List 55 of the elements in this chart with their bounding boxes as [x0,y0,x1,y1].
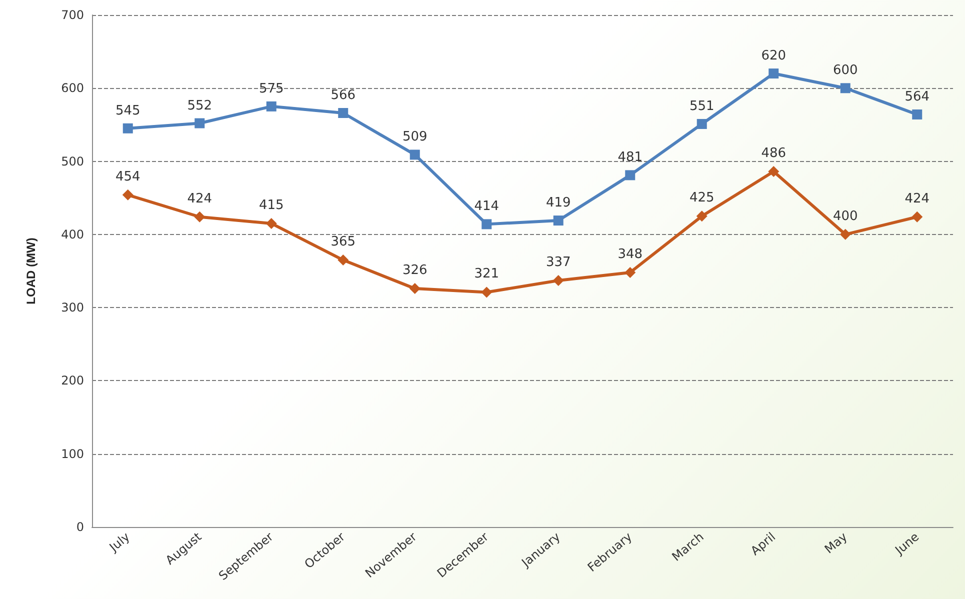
point [482,219,492,230]
y-tick-label: 700 [61,8,84,22]
data-label: 509 [402,130,428,145]
data-label: 566 [330,88,356,104]
point [840,228,851,240]
point [768,166,780,178]
data-label: 620 [761,48,786,64]
data-label: 564 [904,89,930,104]
data-label: 419 [546,196,571,211]
point [266,101,276,112]
y-tick-label: 100 [61,446,84,461]
data-label: 486 [761,146,786,162]
data-label: 365 [330,234,356,250]
y-tick-label: 500 [61,154,84,168]
point [194,211,206,222]
point [122,189,134,200]
point [410,150,420,160]
data-label: 326 [402,263,428,278]
point [338,254,349,266]
data-label: 424 [187,191,212,206]
point [266,218,277,229]
data-label: 545 [115,103,140,118]
point [194,118,205,128]
data-label: 348 [618,246,643,262]
y-tick-label: 200 [61,374,84,388]
y-tick-label: 300 [61,300,84,315]
point [338,108,348,118]
point [696,210,708,222]
data-label: 552 [187,98,212,114]
data-label: 337 [546,255,571,270]
point [768,68,779,79]
y-tick-label: 400 [61,227,84,242]
data-label: 400 [832,208,858,224]
data-label: 415 [258,198,284,213]
data-label: 454 [115,169,140,184]
point [912,109,922,120]
point [481,286,492,298]
point [912,211,923,222]
data-label: 321 [474,266,500,282]
point [552,275,564,286]
data-label: 551 [689,98,714,114]
point [624,266,636,278]
point [840,83,850,94]
data-label: 424 [904,191,930,206]
point [625,170,636,180]
data-label: 414 [474,199,500,214]
data-label: 600 [832,63,858,78]
point [553,216,564,226]
y-axis-title: LOAD (MW) [24,238,38,304]
point [409,283,420,294]
point [122,123,133,134]
point [696,118,707,129]
y-tick-label: 0 [76,520,84,534]
y-tick-label: 600 [61,81,84,96]
data-label: 425 [689,190,714,206]
